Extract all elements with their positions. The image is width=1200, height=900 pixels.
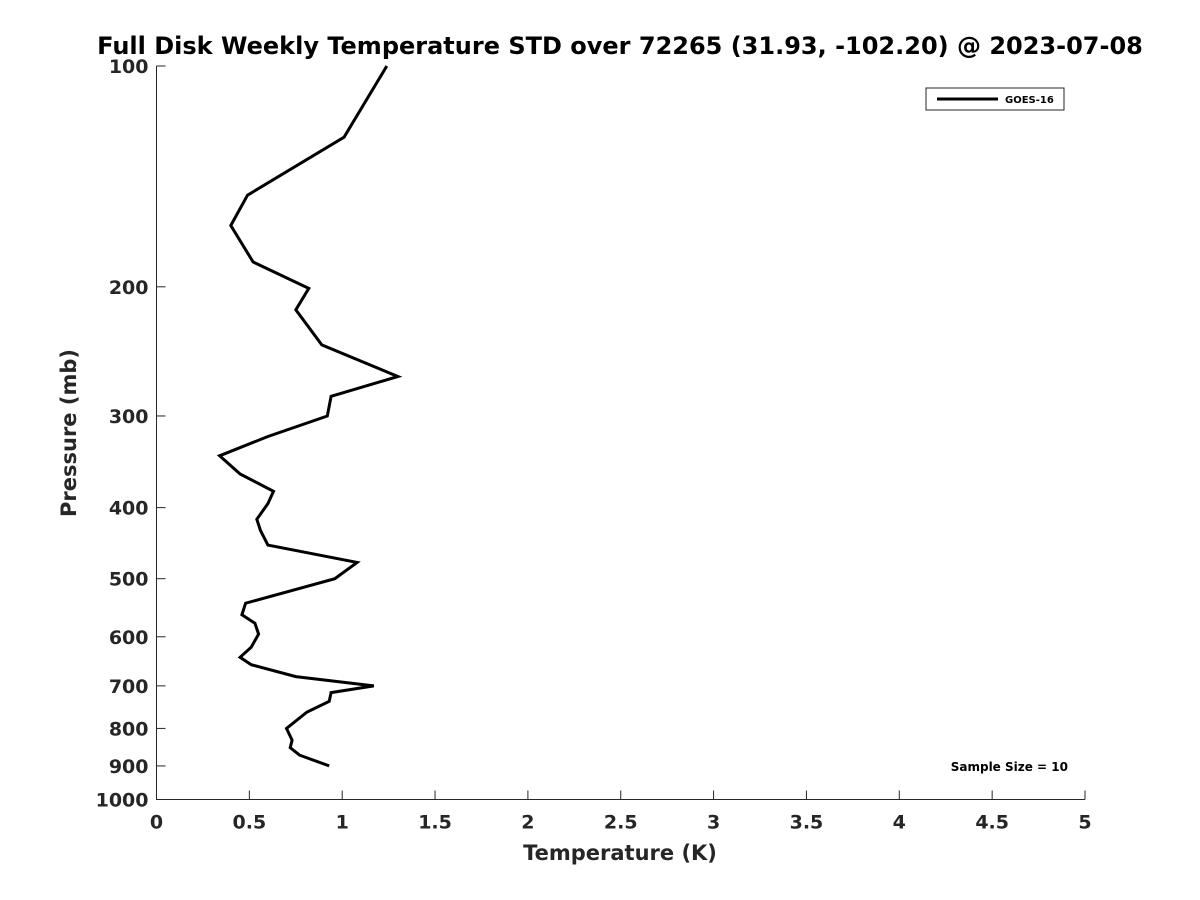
y-tick-label: 800 <box>109 718 149 740</box>
x-tick-label: 3 <box>707 812 720 834</box>
x-tick-label: 3.5 <box>790 812 824 834</box>
y-tick-label: 500 <box>109 569 149 591</box>
x-tick-label: 4 <box>893 812 906 834</box>
y-tick-label: 400 <box>109 498 149 520</box>
y-axis: 100 200 300 400 500 600 700 800 900 1000 <box>96 56 166 812</box>
series-layer <box>216 65 403 768</box>
x-tick-label: 0 <box>150 812 163 834</box>
x-tick-label: 2.5 <box>604 812 638 834</box>
chart-title: Full Disk Weekly Temperature STD over 72… <box>97 32 1143 60</box>
legend-label: GOES-16 <box>1005 95 1054 106</box>
series-line-goes-16 <box>216 65 403 768</box>
y-tick-label: 200 <box>109 277 149 299</box>
y-tick-label: 700 <box>109 676 149 698</box>
sample-size-annotation: Sample Size = 10 <box>951 760 1068 774</box>
x-tick-label: 1.5 <box>418 812 452 834</box>
y-tick-label: 300 <box>109 406 149 428</box>
legend: GOES-16 <box>925 87 1065 111</box>
y-tick-label: 600 <box>109 627 149 649</box>
y-axis-label: Pressure (mb) <box>57 349 81 517</box>
x-tick-label: 1 <box>336 812 349 834</box>
y-tick-label: 100 <box>109 56 149 78</box>
y-tick-label: 900 <box>109 756 149 778</box>
x-axis: 0 0.5 1 1.5 2 2.5 3 3.5 4 4.5 5 <box>150 790 1092 834</box>
plot-area <box>156 66 1085 800</box>
x-axis-label: Temperature (K) <box>523 841 717 865</box>
x-tick-label: 4.5 <box>975 812 1009 834</box>
y-tick-label: 1000 <box>96 790 149 812</box>
x-tick-label: 2 <box>521 812 534 834</box>
axes-frame <box>156 66 1085 800</box>
x-tick-label: 0.5 <box>233 812 267 834</box>
x-tick-label: 5 <box>1078 812 1091 834</box>
